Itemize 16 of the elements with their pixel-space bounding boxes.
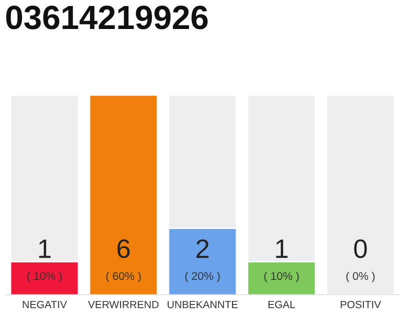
data-label: 1 [276, 240, 288, 258]
x-tick-label: VERWIRREND [88, 300, 158, 308]
annotation: ( 10% ) [264, 272, 299, 282]
data-label: 0 [354, 239, 367, 258]
x-tick-label: EGAL [268, 300, 296, 308]
annotation: ( 0% ) [346, 272, 375, 282]
x-tick-label: UNBEKANNTE [168, 300, 238, 308]
data-label: 2 [196, 239, 209, 258]
data-label: 1 [39, 240, 51, 258]
x-tick-label: NEGATIV [22, 300, 67, 308]
annotation: ( 20% ) [185, 272, 220, 282]
x-tick-label: POSITIV [340, 300, 382, 308]
annotation: ( 60% ) [106, 272, 141, 282]
annotation: ( 10% ) [27, 272, 62, 282]
chart-title: 03614219926 [6, 6, 208, 30]
data-label: 6 [118, 239, 130, 258]
